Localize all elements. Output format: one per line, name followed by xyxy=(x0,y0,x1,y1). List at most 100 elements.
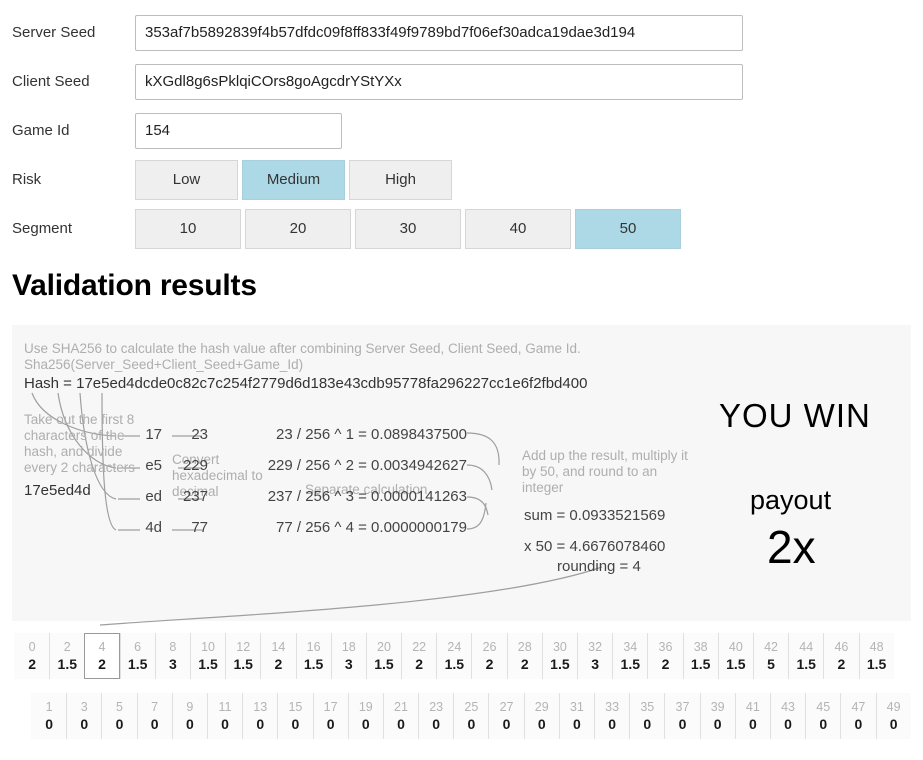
segment-option-30[interactable]: 30 xyxy=(355,208,461,249)
payout-cell[interactable]: 28 2 xyxy=(506,633,542,679)
payout-cell[interactable]: 16 1.5 xyxy=(295,633,331,679)
risk-button-group: Low Medium High xyxy=(135,159,456,200)
payout-cell-index: 9 xyxy=(186,699,194,714)
payout-cell-index: 46 xyxy=(834,639,849,654)
payout-cell[interactable]: 23 0 xyxy=(418,693,454,739)
payout-cell[interactable]: 6 1.5 xyxy=(119,633,155,679)
payout-cell-value: 0 xyxy=(784,715,792,732)
payout-cell-index: 5 xyxy=(115,699,123,714)
payout-cell-index: 12 xyxy=(236,639,251,654)
payout-cell[interactable]: 2 1.5 xyxy=(49,633,85,679)
payout-cell-value: 1.5 xyxy=(444,655,465,672)
payout-cell[interactable]: 42 5 xyxy=(752,633,789,679)
payout-cell[interactable]: 14 2 xyxy=(260,633,296,679)
payout-cell-index: 21 xyxy=(394,699,408,714)
payout-cell[interactable]: 46 2 xyxy=(823,633,859,679)
payout-cell[interactable]: 27 0 xyxy=(488,693,524,739)
payout-cell[interactable]: 19 0 xyxy=(347,693,383,739)
payout-cell-index: 27 xyxy=(499,699,514,714)
calc-expression-1: 229 / 256 ^ 2 = 0.0034942627 xyxy=(267,457,467,474)
payout-cell[interactable]: 13 0 xyxy=(242,693,278,739)
payout-cell[interactable]: 24 1.5 xyxy=(436,633,472,679)
payout-cell[interactable]: 10 1.5 xyxy=(189,633,226,679)
payout-cell-index: 8 xyxy=(169,639,177,654)
segment-option-20[interactable]: 20 xyxy=(245,208,351,249)
payout-cell[interactable]: 30 1.5 xyxy=(541,633,577,679)
payout-cell[interactable]: 11 0 xyxy=(206,693,243,739)
game-id-input[interactable] xyxy=(135,112,342,149)
payout-cell[interactable]: 31 0 xyxy=(558,693,594,739)
payout-cell[interactable]: 33 0 xyxy=(594,693,630,739)
risk-option-high[interactable]: High xyxy=(349,159,452,200)
payout-cell[interactable]: 38 1.5 xyxy=(682,633,718,679)
payout-cell[interactable]: 22 2 xyxy=(401,633,437,679)
payout-cell[interactable]: 29 0 xyxy=(523,693,559,739)
payout-cell[interactable]: 47 0 xyxy=(840,693,876,739)
label-server-seed: Server Seed xyxy=(12,24,96,41)
payout-cell[interactable]: 35 0 xyxy=(629,693,665,739)
server-seed-input[interactable] xyxy=(135,14,743,51)
payout-cell[interactable]: 21 0 xyxy=(382,693,419,739)
payout-cell-index: 13 xyxy=(253,699,268,714)
label-game-id: Game Id xyxy=(12,122,70,139)
payout-cell[interactable]: 12 1.5 xyxy=(225,633,261,679)
payout-cell-value: 1.5 xyxy=(127,655,148,672)
form-row-client-seed: Client Seed xyxy=(0,57,923,106)
payout-cell[interactable]: 25 0 xyxy=(453,693,489,739)
payout-cell[interactable]: 45 0 xyxy=(805,693,841,739)
risk-option-medium[interactable]: Medium xyxy=(242,159,345,200)
payout-cell[interactable]: 43 0 xyxy=(769,693,806,739)
payout-cell-index: 10 xyxy=(201,639,215,654)
client-seed-input[interactable] xyxy=(135,63,743,100)
segment-option-50[interactable]: 50 xyxy=(575,208,681,249)
risk-option-low[interactable]: Low xyxy=(135,159,238,200)
payout-cell[interactable]: 36 2 xyxy=(647,633,683,679)
payout-cell-index: 16 xyxy=(306,639,321,654)
payout-cell[interactable]: 32 3 xyxy=(577,633,613,679)
payout-cell[interactable]: 39 0 xyxy=(699,693,735,739)
payout-cell-value: 2 xyxy=(661,655,670,672)
payout-cell-value: 1.5 xyxy=(866,655,887,672)
payout-cell-value: 0 xyxy=(537,715,546,732)
payout-cell[interactable]: 41 0 xyxy=(734,693,770,739)
payout-cell[interactable]: 20 1.5 xyxy=(365,633,402,679)
payout-cell-index: 20 xyxy=(377,639,391,654)
payout-cell-value: 0 xyxy=(80,715,89,732)
payout-cell[interactable]: 49 0 xyxy=(875,693,911,739)
hash-output: Hash = 17e5ed4dcde0c82c7c254f2779d6d183e… xyxy=(24,375,588,392)
calc-expression-2: 237 / 256 ^ 3 = 0.0000141263 xyxy=(267,488,467,505)
decimal-value-3: 77 xyxy=(191,519,208,536)
step2-description: Convert hexadecimal to decimal xyxy=(172,452,263,499)
calc-expression-0: 23 / 256 ^ 1 = 0.0898437500 xyxy=(276,426,467,443)
payout-cell[interactable]: 26 2 xyxy=(471,633,507,679)
payout-cell-index: 25 xyxy=(464,699,479,714)
payout-cell[interactable]: 40 1.5 xyxy=(717,633,753,679)
payout-cell-index: 15 xyxy=(288,699,303,714)
decimal-value-1: 229 xyxy=(182,457,208,474)
payout-table: 0 2 2 1.5 4 2 6 1.5 8 3 10 1.5 12 1.5 14 2 16 1.5 18 3 20 1.5… xyxy=(14,633,911,739)
payout-cell-index: 0 xyxy=(28,639,36,654)
payout-cell[interactable]: 15 0 xyxy=(277,693,313,739)
payout-cell-index: 42 xyxy=(764,639,778,654)
payout-cell-index: 39 xyxy=(710,699,725,714)
payout-cell[interactable]: 18 3 xyxy=(330,633,366,679)
payout-cell-value: 0 xyxy=(115,715,124,732)
payout-cell[interactable]: 48 1.5 xyxy=(858,633,894,679)
segment-option-40[interactable]: 40 xyxy=(465,208,571,249)
payout-cell[interactable]: 34 1.5 xyxy=(612,633,648,679)
payout-cell[interactable]: 37 0 xyxy=(664,693,700,739)
hex-pair-1: e5 xyxy=(145,457,162,474)
segment-option-10[interactable]: 10 xyxy=(135,208,241,249)
payout-cell[interactable]: 44 1.5 xyxy=(788,633,824,679)
payout-cell[interactable]: 17 0 xyxy=(312,693,348,739)
payout-cell-index: 14 xyxy=(271,639,286,654)
